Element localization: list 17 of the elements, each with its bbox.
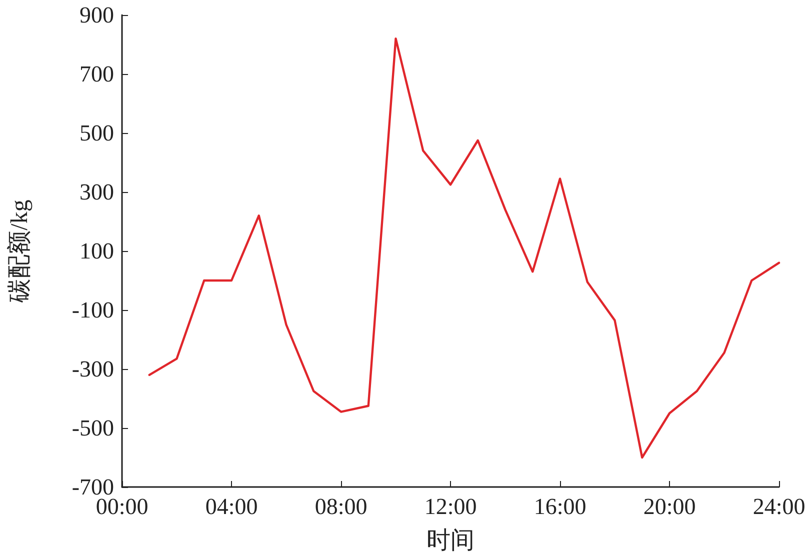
y-tick-label: -500 <box>72 416 114 440</box>
y-tick-label: -100 <box>72 298 114 322</box>
x-tick-label: 04:00 <box>205 494 258 519</box>
x-tick-label: 12:00 <box>424 494 477 519</box>
y-tick-label: 700 <box>80 62 114 86</box>
y-tick-label: 100 <box>80 238 114 264</box>
y-tick-label: -300 <box>72 356 114 382</box>
x-tick-label: 16:00 <box>534 494 586 519</box>
y-axis-title: 碳配额/kg <box>6 200 33 304</box>
y-tick-label: 900 <box>80 2 114 28</box>
y-tick-label: 300 <box>80 180 114 204</box>
x-tick-label: 08:00 <box>314 494 368 519</box>
line-series <box>148 38 780 459</box>
x-tick-label: 20:00 <box>643 494 696 519</box>
y-tick-label: 500 <box>80 120 114 146</box>
x-axis-title: 时间 <box>426 528 474 554</box>
x-tick-label: 24:00 <box>752 494 806 519</box>
